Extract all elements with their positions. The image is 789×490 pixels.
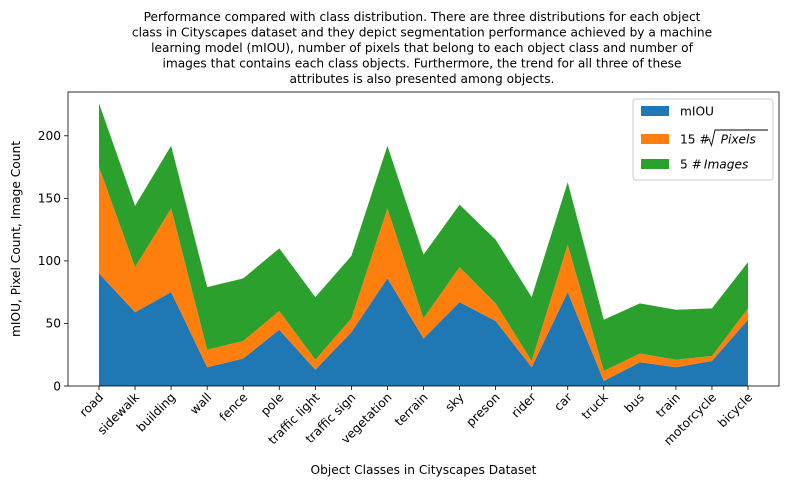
y-tick-label: 150: [38, 192, 61, 206]
x-tick-label: train: [653, 390, 683, 420]
legend-label-italic: Images: [704, 157, 749, 171]
legend-label-prefix: 15 #: [680, 132, 710, 146]
area-series-2: [99, 167, 748, 381]
x-tick-label: truck: [579, 390, 612, 423]
title-line: class in Cityscapes dataset and they dep…: [132, 26, 712, 40]
title-line: learning model (mIOU), number of pixels …: [151, 41, 693, 55]
x-tick-label: fence: [217, 390, 251, 424]
legend-swatch: [641, 159, 669, 169]
x-tick-label: building: [134, 390, 178, 434]
x-axis-label: Object Classes in Cityscapes Dataset: [311, 463, 537, 477]
title-line: attributes is also presented among objec…: [290, 72, 555, 86]
legend-label-prefix: 5 #: [680, 157, 702, 171]
sqrt-icon: [706, 129, 768, 148]
x-tick-label: terrain: [392, 390, 431, 429]
y-axis: 0 50 100 150 200: [38, 129, 68, 393]
legend-entry-label: 5 # Images: [680, 157, 749, 171]
y-tick-label: 50: [45, 317, 61, 331]
legend-entry-label: 15 # Pixels: [680, 132, 756, 146]
area-series-3: [99, 103, 748, 371]
area-series-group: [99, 103, 748, 386]
legend-swatch: [641, 134, 669, 144]
title-line: Performance compared with class distribu…: [144, 10, 701, 24]
x-tick-label: bus: [622, 390, 647, 415]
x-tick-label: wall: [187, 390, 214, 417]
x-tick-label: car: [551, 390, 575, 414]
x-tick-label: preson: [463, 390, 502, 429]
legend-swatch: [641, 106, 669, 116]
x-tick-label: pole: [258, 390, 286, 418]
y-tick-label: 0: [53, 379, 61, 393]
x-tick-label: bicycle: [715, 390, 755, 430]
y-tick-label: 100: [38, 254, 61, 268]
legend: mIOU 15 # Pixels 5 # Images: [632, 98, 774, 181]
area-series-1: [99, 273, 748, 386]
title-line: images that contains each class objects.…: [162, 57, 681, 71]
x-tick-label: rider: [509, 390, 540, 421]
legend-label-italic: Pixels: [721, 132, 757, 146]
legend-entry-label: mIOU: [680, 104, 714, 118]
y-tick-label: 200: [38, 129, 61, 143]
y-axis-label: mIOU, Pixel Count, Image Count: [9, 141, 23, 337]
x-tick-label: sky: [443, 390, 467, 414]
x-tick-label: road: [77, 390, 106, 419]
chart-title: Performance compared with class distribu…: [132, 10, 712, 86]
